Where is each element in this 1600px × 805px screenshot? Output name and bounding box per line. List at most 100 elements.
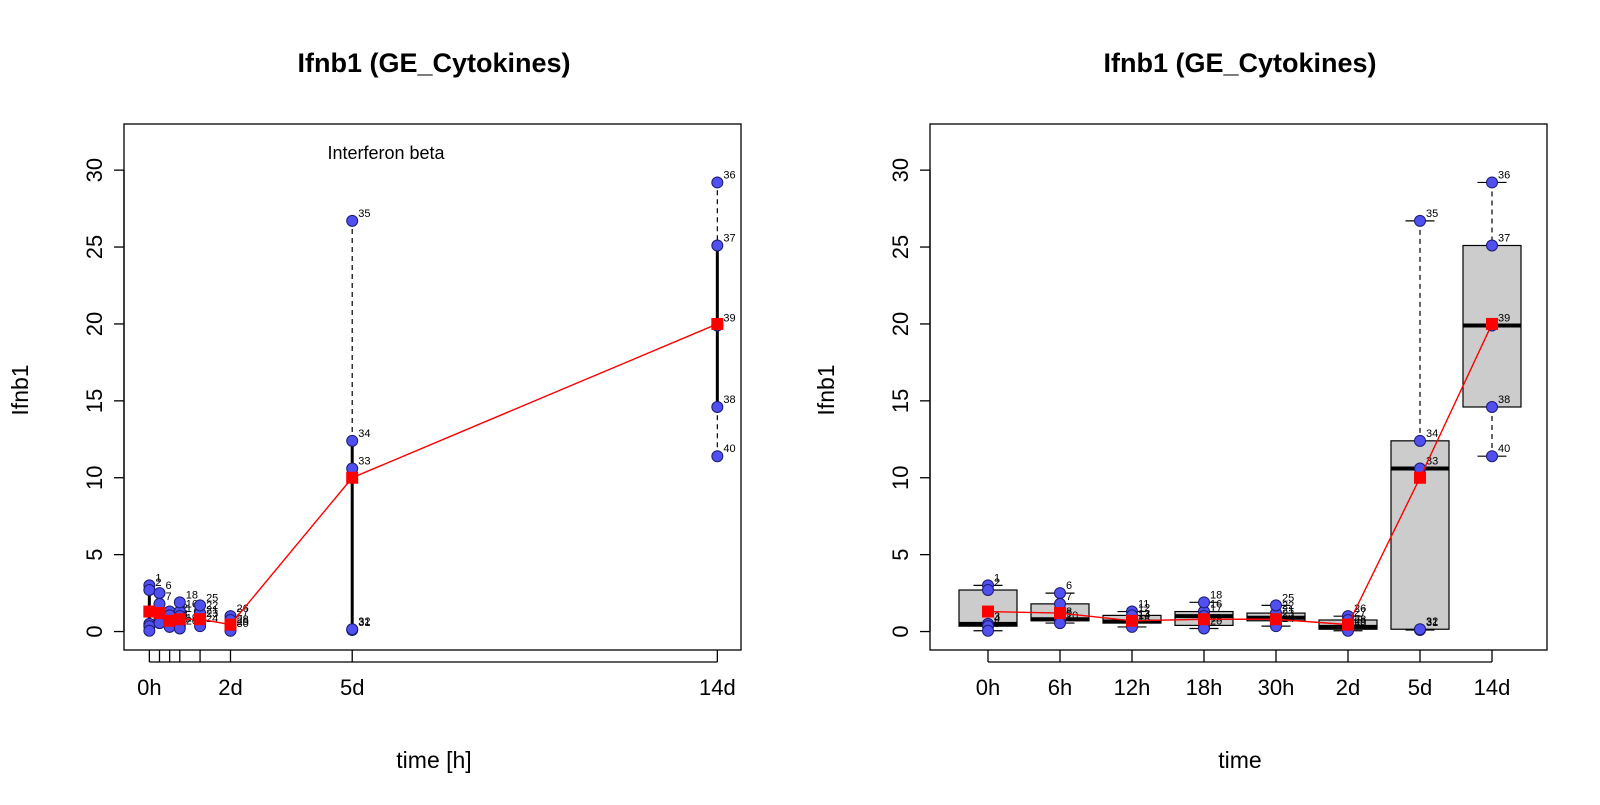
right-point-38 bbox=[1486, 400, 1498, 413]
right-mean-marker-1 bbox=[1054, 607, 1066, 620]
right-point-label-19: 19 bbox=[1210, 612, 1222, 624]
right-x-tick-label-18h: 18h bbox=[1186, 675, 1223, 700]
right-x-tick-label-12h: 12h bbox=[1114, 675, 1151, 700]
right-point-label-28: 28 bbox=[1354, 614, 1366, 626]
left-point-label-36: 36 bbox=[723, 169, 735, 181]
right-point-label-39: 39 bbox=[1498, 312, 1510, 324]
right-y-tick-label-30: 30 bbox=[888, 158, 913, 182]
right-point-2 bbox=[982, 584, 994, 597]
right-x-tick-label-0h: 0h bbox=[976, 675, 1000, 700]
right-x-tick-label-5d: 5d bbox=[1408, 675, 1432, 700]
left-point-label-1: 1 bbox=[155, 572, 161, 584]
left-point-2 bbox=[143, 584, 156, 597]
right-point-label-40: 40 bbox=[1498, 443, 1510, 455]
right-y-tick-label-0: 0 bbox=[888, 625, 913, 637]
left-median-marker-1 bbox=[153, 607, 166, 620]
left-point-label-21: 21 bbox=[206, 605, 218, 617]
right-x-tick-label-6h: 6h bbox=[1048, 675, 1072, 700]
right-mean-marker-7 bbox=[1486, 317, 1498, 330]
left-point-37 bbox=[711, 239, 724, 252]
right-point-label-10: 10 bbox=[1066, 610, 1078, 622]
right-point-label-16: 16 bbox=[1210, 599, 1222, 611]
right-point-label-22: 22 bbox=[1282, 600, 1294, 612]
right-point-label-23: 23 bbox=[1282, 608, 1294, 620]
right-x-tick-label-30h: 30h bbox=[1258, 675, 1295, 700]
right-y-tick-label-5: 5 bbox=[888, 549, 913, 561]
right-x-tick-label-2d: 2d bbox=[1336, 675, 1360, 700]
right-point-5 bbox=[982, 624, 994, 637]
left-point-25 bbox=[194, 599, 207, 612]
left-point-34 bbox=[346, 434, 359, 447]
left-point-label-35: 35 bbox=[358, 208, 370, 220]
right-point-label-29: 29 bbox=[1354, 616, 1366, 628]
right-point-32 bbox=[1414, 623, 1426, 636]
right-y-axis-label: Ifnb1 bbox=[813, 364, 839, 415]
left-point-35 bbox=[346, 214, 359, 227]
left-point-label-40: 40 bbox=[723, 443, 735, 455]
left-plot-frame bbox=[123, 123, 742, 651]
left-median-marker-7 bbox=[711, 317, 724, 330]
left-y-tick-label-15: 15 bbox=[82, 389, 107, 413]
right-mean-marker-2 bbox=[1126, 614, 1138, 627]
left-chart-title: Ifnb1 (GE_Cytokines) bbox=[297, 48, 570, 78]
left-point-label-31: 31 bbox=[358, 617, 370, 629]
right-point-label-38: 38 bbox=[1498, 394, 1510, 406]
right-point-label-36: 36 bbox=[1498, 169, 1510, 181]
right-mean-marker-6 bbox=[1414, 471, 1426, 484]
left-y-tick-label-10: 10 bbox=[82, 466, 107, 490]
right-point-label-4: 4 bbox=[994, 613, 1000, 625]
left-y-axis-label: Ifnb1 bbox=[7, 364, 33, 415]
left-point-label-38: 38 bbox=[723, 394, 735, 406]
left-point-label-39: 39 bbox=[723, 312, 735, 324]
left-point-10 bbox=[153, 617, 166, 630]
right-point-label-7: 7 bbox=[1066, 591, 1072, 603]
left-x-axis-label: time [h] bbox=[396, 747, 471, 773]
right-y-tick-label-15: 15 bbox=[888, 389, 913, 413]
right-point-label-1: 1 bbox=[994, 572, 1000, 584]
left-point-label-28: 28 bbox=[236, 614, 248, 626]
right-point-label-27: 27 bbox=[1354, 607, 1366, 619]
left-point-32 bbox=[346, 623, 359, 636]
left-point-label-24: 24 bbox=[206, 613, 218, 625]
right-mean-marker-5 bbox=[1342, 618, 1354, 631]
right-point-label-12: 12 bbox=[1138, 602, 1150, 614]
left-y-tick-label-20: 20 bbox=[82, 312, 107, 336]
right-chart-title: Ifnb1 (GE_Cytokines) bbox=[1103, 48, 1376, 78]
right-y-tick-label-20: 20 bbox=[888, 312, 913, 336]
left-panel: Ifnb1 (GE_Cytokines) time [h] Ifnb1 Inte… bbox=[7, 48, 742, 773]
right-plot-frame bbox=[929, 123, 1548, 651]
left-x-tick-label-5d: 5d bbox=[340, 675, 364, 700]
right-x-tick-label-14d: 14d bbox=[1474, 675, 1511, 700]
right-x-axis-label: time bbox=[1218, 747, 1261, 773]
left-point-label-22: 22 bbox=[206, 600, 218, 612]
left-y-tick-label-0: 0 bbox=[82, 625, 107, 637]
left-y-tick-label-25: 25 bbox=[82, 235, 107, 259]
right-point-label-17: 17 bbox=[1210, 603, 1222, 615]
right-y-tick-label-10: 10 bbox=[888, 466, 913, 490]
right-point-18 bbox=[1198, 596, 1210, 609]
right-point-label-8: 8 bbox=[1066, 606, 1072, 618]
left-point-40 bbox=[711, 450, 724, 463]
left-point-5 bbox=[143, 624, 156, 637]
right-point-label-20: 20 bbox=[1210, 615, 1222, 627]
right-mean-marker-0 bbox=[982, 605, 994, 618]
left-point-label-7: 7 bbox=[165, 591, 171, 603]
left-median-marker-2 bbox=[163, 614, 176, 627]
right-point-6 bbox=[1054, 587, 1066, 600]
right-point-25 bbox=[1270, 599, 1282, 612]
left-point-label-37: 37 bbox=[723, 233, 735, 245]
left-median-marker-5 bbox=[224, 618, 237, 631]
right-point-label-11: 11 bbox=[1138, 599, 1149, 611]
right-point-label-13: 13 bbox=[1138, 609, 1150, 621]
left-annotation: Interferon beta bbox=[327, 143, 445, 163]
left-point-38 bbox=[711, 400, 724, 413]
right-panel: Ifnb1 (GE_Cytokines) time Ifnb1 0 5 10 15 20… bbox=[813, 48, 1548, 773]
left-point-label-32: 32 bbox=[358, 616, 370, 628]
right-point-36 bbox=[1486, 176, 1498, 189]
left-median-marker-6 bbox=[346, 471, 359, 484]
right-mean-marker-3 bbox=[1198, 613, 1210, 626]
left-point-label-33: 33 bbox=[358, 456, 370, 468]
left-point-36 bbox=[711, 176, 724, 189]
